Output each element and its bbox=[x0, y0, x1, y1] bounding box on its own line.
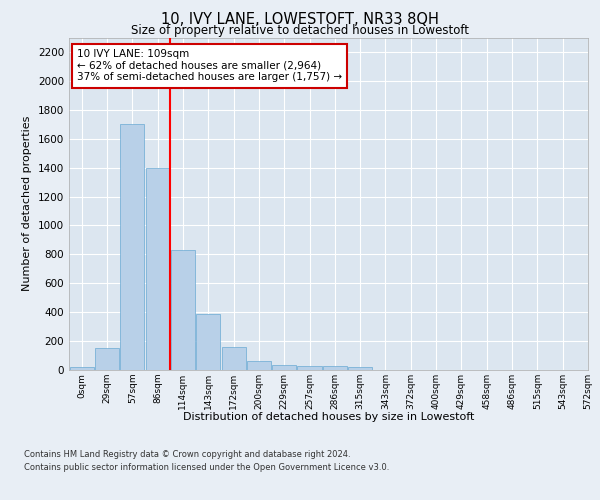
Y-axis label: Number of detached properties: Number of detached properties bbox=[22, 116, 32, 292]
Bar bbox=[348, 367, 372, 370]
Bar bbox=[95, 348, 119, 370]
Text: 10, IVY LANE, LOWESTOFT, NR33 8QH: 10, IVY LANE, LOWESTOFT, NR33 8QH bbox=[161, 12, 439, 28]
Text: Contains public sector information licensed under the Open Government Licence v3: Contains public sector information licen… bbox=[24, 462, 389, 471]
Bar bbox=[298, 366, 322, 370]
Bar bbox=[323, 366, 347, 370]
Text: 10 IVY LANE: 109sqm
← 62% of detached houses are smaller (2,964)
37% of semi-det: 10 IVY LANE: 109sqm ← 62% of detached ho… bbox=[77, 49, 342, 82]
Bar bbox=[272, 365, 296, 370]
Bar bbox=[120, 124, 145, 370]
Bar bbox=[196, 314, 220, 370]
Text: Size of property relative to detached houses in Lowestoft: Size of property relative to detached ho… bbox=[131, 24, 469, 37]
Bar bbox=[70, 367, 94, 370]
Bar bbox=[247, 360, 271, 370]
Bar bbox=[171, 250, 195, 370]
Text: Contains HM Land Registry data © Crown copyright and database right 2024.: Contains HM Land Registry data © Crown c… bbox=[24, 450, 350, 459]
Bar bbox=[221, 347, 245, 370]
Text: Distribution of detached houses by size in Lowestoft: Distribution of detached houses by size … bbox=[183, 412, 475, 422]
Bar bbox=[146, 168, 170, 370]
